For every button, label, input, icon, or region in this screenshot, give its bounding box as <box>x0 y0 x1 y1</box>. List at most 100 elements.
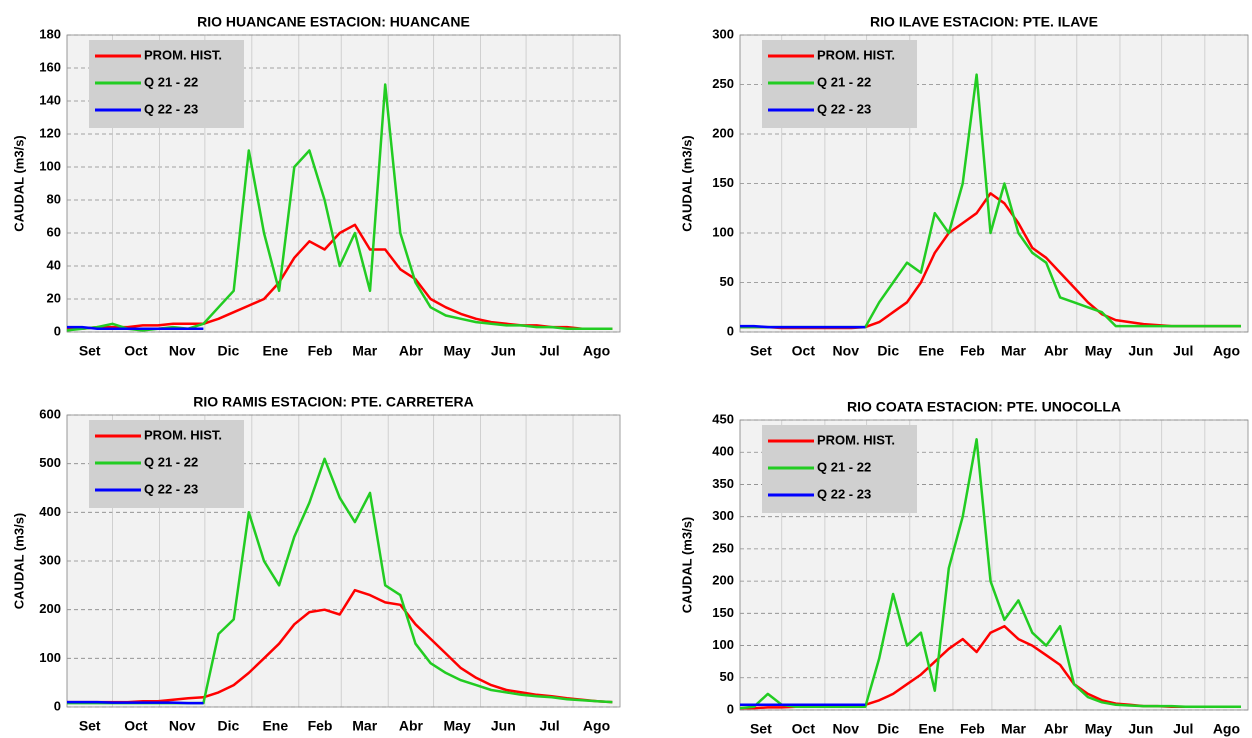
x-tick-label: Mar <box>1001 721 1026 737</box>
y-axis-label: CAUDAL (m3/s) <box>11 135 26 232</box>
y-tick-label: 100 <box>712 224 734 239</box>
series-line <box>67 700 204 705</box>
chart-panel: 0 50 100 150 200 250 300 350 400 450 Set Oct Nov Dic E… <box>679 399 1249 737</box>
x-tick-label: Ene <box>262 343 288 359</box>
x-tick-label: Ago <box>1213 721 1240 737</box>
chart-title: RIO RAMIS ESTACION: PTE. CARRETERA <box>193 394 474 410</box>
chart-panel: 0 50 100 150 200 250 300 Set Oct Nov Dic Ene Feb Mar A… <box>679 14 1249 359</box>
chart-title: RIO HUANCANE ESTACION: HUANCANE <box>197 14 470 30</box>
x-tick-label: Dic <box>877 721 899 737</box>
y-tick-label: 140 <box>39 92 61 107</box>
x-tick-label: Nov <box>169 718 196 734</box>
y-tick-label: 250 <box>712 540 734 555</box>
x-tick-label: May <box>444 343 471 359</box>
x-tick-label: May <box>1085 343 1112 359</box>
y-tick-label: 300 <box>712 26 734 41</box>
x-tick-label: Ene <box>262 718 288 734</box>
x-tick-label: Jul <box>1173 343 1193 359</box>
y-tick-label: 150 <box>712 175 734 190</box>
x-tick-label: Jul <box>539 718 559 734</box>
y-tick-label: 20 <box>47 290 61 305</box>
legend-label: Q 21 - 22 <box>144 454 198 469</box>
x-tick-label: Oct <box>792 721 816 737</box>
y-tick-label: 500 <box>39 455 61 470</box>
legend-label: PROM. HIST. <box>144 47 222 62</box>
y-tick-label: 100 <box>712 637 734 652</box>
chart-title: RIO ILAVE ESTACION: PTE. ILAVE <box>870 14 1098 30</box>
legend-label: PROM. HIST. <box>817 432 895 447</box>
x-tick-label: Feb <box>960 343 985 359</box>
x-tick-label: Abr <box>1044 343 1069 359</box>
x-tick-label: Oct <box>792 343 816 359</box>
y-tick-label: 50 <box>720 669 734 684</box>
y-tick-label: 100 <box>39 158 61 173</box>
y-tick-label: 400 <box>39 504 61 519</box>
x-tick-label: Abr <box>1044 721 1069 737</box>
y-tick-label: 40 <box>47 257 61 272</box>
x-tick-label: Dic <box>217 343 239 359</box>
chart-title: RIO COATA ESTACION: PTE. UNOCOLLA <box>847 399 1121 415</box>
y-axis-label: CAUDAL (m3/s) <box>679 517 694 614</box>
x-tick-label: Nov <box>833 721 860 737</box>
y-tick-label: 600 <box>39 406 61 421</box>
plot-border <box>739 34 1249 333</box>
y-tick-label: 200 <box>712 125 734 140</box>
y-tick-label: 80 <box>47 191 61 206</box>
x-tick-label: Jul <box>1173 721 1193 737</box>
legend-label: Q 22 - 23 <box>817 486 871 501</box>
legend-label: PROM. HIST. <box>817 47 895 62</box>
legend-label: Q 21 - 22 <box>144 74 198 89</box>
x-tick-label: Set <box>79 343 101 359</box>
x-tick-label: Jun <box>1128 721 1153 737</box>
series-line <box>67 588 613 704</box>
x-tick-label: Ago <box>1213 343 1240 359</box>
legend-label: Q 21 - 22 <box>817 459 871 474</box>
x-tick-label: Abr <box>399 718 424 734</box>
y-tick-label: 180 <box>39 26 61 41</box>
y-tick-label: 250 <box>712 76 734 91</box>
y-tick-label: 150 <box>712 605 734 620</box>
x-tick-label: Set <box>750 343 772 359</box>
x-tick-label: Oct <box>124 718 148 734</box>
x-tick-label: Ene <box>919 343 945 359</box>
series-line <box>67 325 204 330</box>
x-tick-label: Jun <box>491 343 516 359</box>
x-tick-label: Oct <box>124 343 148 359</box>
x-tick-label: Ene <box>919 721 945 737</box>
y-tick-label: 450 <box>712 411 734 426</box>
y-tick-label: 200 <box>39 601 61 616</box>
x-tick-label: Feb <box>308 718 333 734</box>
x-tick-label: Mar <box>352 718 377 734</box>
chart-panel: 0 20 40 60 80 100 120 140 160 180 Set Oct Nov Dic Ene F… <box>11 14 621 359</box>
series-line <box>740 324 866 329</box>
legend-label: PROM. HIST. <box>144 427 222 442</box>
x-tick-label: May <box>1085 721 1112 737</box>
x-tick-label: Feb <box>960 721 985 737</box>
x-tick-label: Feb <box>308 343 333 359</box>
y-tick-label: 160 <box>39 59 61 74</box>
legend-label: Q 22 - 23 <box>817 101 871 116</box>
x-tick-label: Ago <box>583 343 610 359</box>
x-tick-label: Jul <box>539 343 559 359</box>
x-tick-label: Dic <box>877 343 899 359</box>
x-tick-label: Mar <box>1001 343 1026 359</box>
y-tick-label: 0 <box>727 323 734 338</box>
x-tick-label: Dic <box>217 718 239 734</box>
x-tick-label: Nov <box>169 343 196 359</box>
y-tick-label: 50 <box>720 274 734 289</box>
plot-border <box>66 34 621 333</box>
y-axis-label: CAUDAL (m3/s) <box>679 135 694 232</box>
x-tick-label: Jun <box>1128 343 1153 359</box>
y-tick-label: 0 <box>54 323 61 338</box>
x-tick-label: Ago <box>583 718 610 734</box>
y-axis-label: CAUDAL (m3/s) <box>11 513 26 610</box>
x-tick-label: Abr <box>399 343 424 359</box>
y-tick-label: 300 <box>39 552 61 567</box>
y-tick-label: 0 <box>54 698 61 713</box>
legend-label: Q 22 - 23 <box>144 481 198 496</box>
x-tick-label: Set <box>750 721 772 737</box>
legend-label: Q 22 - 23 <box>144 101 198 116</box>
y-tick-label: 350 <box>712 476 734 491</box>
y-tick-label: 0 <box>727 701 734 716</box>
y-tick-label: 300 <box>712 508 734 523</box>
